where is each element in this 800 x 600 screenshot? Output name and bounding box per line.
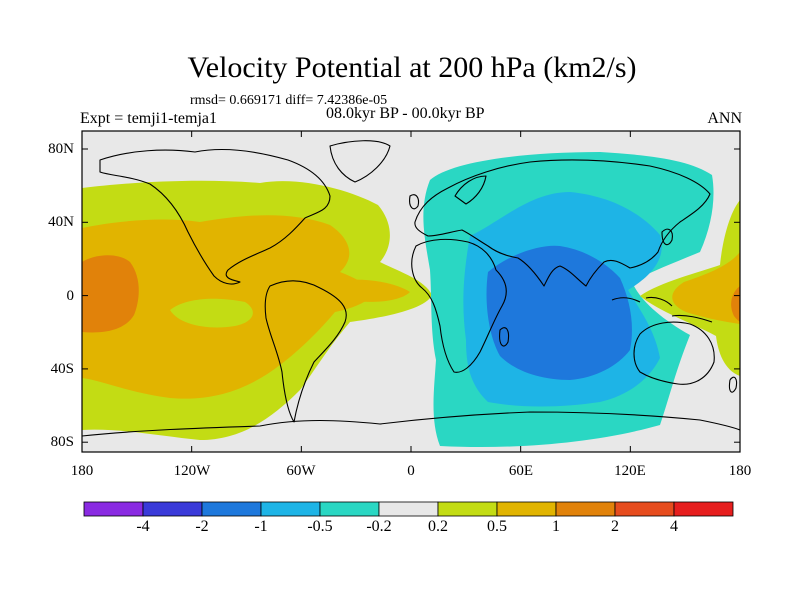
colorbar-swatch [142, 501, 203, 517]
colorbar-label: -0.5 [307, 518, 333, 535]
colorbar-label: 1 [552, 518, 560, 535]
colorbar-label: -2 [195, 518, 209, 535]
colorbar-swatch [83, 501, 144, 517]
colorbar-label: -0.2 [366, 518, 392, 535]
colorbar-label: 4 [670, 518, 678, 535]
lon-label-120e: 120E [614, 463, 646, 479]
season-label: ANN [707, 110, 742, 127]
experiment-label: Expt = temji1-temja1 [80, 110, 217, 127]
positive-region-west-pacific-inner [672, 252, 740, 324]
lat-label-equator: 0 [66, 288, 75, 304]
period-label: 08.0kyr BP - 00.0kyr BP [326, 105, 485, 122]
lon-label-180w: 180 [70, 463, 94, 479]
colorbar-label: -4 [136, 518, 150, 535]
lon-label-0: 0 [407, 463, 415, 479]
colorbar-swatch [378, 501, 439, 517]
colorbar-swatch [555, 501, 616, 517]
colorbar-swatch [614, 501, 675, 517]
maximum-west-pacific-edge [731, 286, 740, 322]
lat-label-80s: 80S [50, 434, 74, 450]
colorbar-label: 0.5 [487, 518, 507, 535]
lon-label-60w: 60W [286, 463, 316, 479]
lon-label-180e: 180 [728, 463, 752, 479]
colorbar-label: -1 [254, 518, 268, 535]
colorbar [83, 501, 734, 517]
lon-label-120w: 120W [173, 463, 211, 479]
colorbar-swatch [201, 501, 262, 517]
map-panel [82, 131, 740, 452]
colorbar-label: 2 [611, 518, 619, 535]
lat-label-40n: 40N [48, 214, 74, 230]
stats-label: rmsd= 0.669171 diff= 7.42386e-05 [190, 93, 388, 108]
axis-ticks [81, 131, 741, 452]
coastlines [82, 140, 740, 437]
lat-label-40s: 40S [50, 361, 74, 377]
lat-label-80n: 80N [48, 141, 74, 157]
colorbar-swatch [496, 501, 557, 517]
lon-label-60e: 60E [508, 463, 534, 479]
colorbar-swatch [260, 501, 321, 517]
colorbar-label: 0.2 [428, 518, 448, 535]
colorbar-swatch [319, 501, 380, 517]
maximum-central-pacific [82, 255, 139, 333]
colorbar-swatch [437, 501, 498, 517]
map-title: Velocity Potential at 200 hPa (km2/s) [187, 51, 637, 84]
minimum-indian-ocean [486, 245, 632, 380]
colorbar-swatch [673, 501, 734, 517]
minimum-south-pacific [170, 298, 253, 328]
positive-region-atlantic [329, 279, 410, 302]
